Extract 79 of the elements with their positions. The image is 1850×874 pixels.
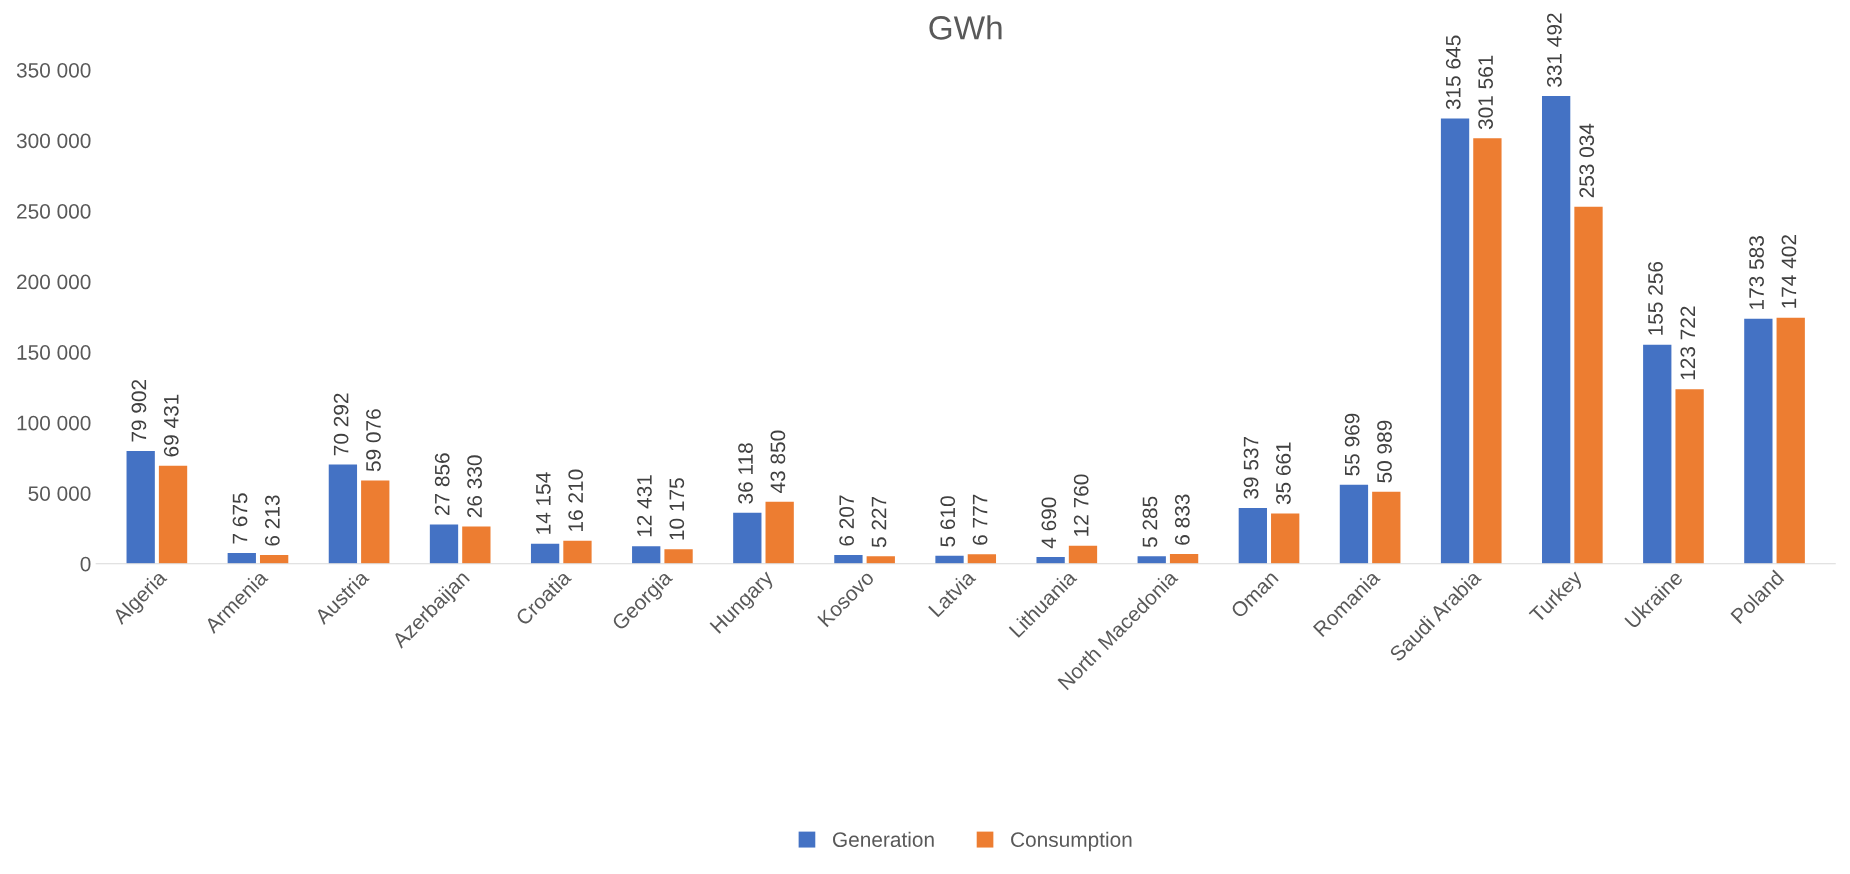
data-label: 253 034: [1579, 123, 1595, 198]
bar: [664, 549, 693, 564]
data-label: 6 213: [264, 495, 280, 546]
data-label: 14 154: [536, 472, 551, 534]
bar: [1776, 317, 1805, 564]
bar: [1574, 206, 1603, 564]
bar: [765, 501, 794, 564]
legend-label: Generation: [833, 831, 934, 848]
chart-title: GWh: [929, 15, 1002, 40]
data-label: 6 833: [1174, 494, 1190, 545]
bar: [1542, 96, 1571, 564]
data-label: 43 850: [770, 430, 786, 494]
data-label: 173 583: [1749, 236, 1764, 309]
bar: [935, 555, 964, 564]
data-label: 35 661: [1276, 442, 1291, 505]
data-label: 4 690: [1041, 497, 1057, 549]
data-label: 331 492: [1546, 13, 1562, 87]
data-label: 39 537: [1243, 436, 1259, 499]
bar: [1372, 491, 1401, 564]
bar: [1440, 118, 1470, 564]
bar: [632, 546, 661, 564]
y-tick-label: 100 000: [17, 415, 91, 431]
y-tick-label: 0: [80, 556, 91, 572]
data-label: 5 610: [940, 496, 956, 547]
data-label: 12 760: [1073, 474, 1089, 536]
data-label: 315 645: [1445, 35, 1461, 110]
data-label: 59 076: [366, 409, 381, 472]
data-label: 55 969: [1344, 413, 1360, 476]
bar: [328, 464, 358, 564]
bar: [1271, 513, 1300, 564]
bar: [1675, 389, 1704, 564]
bar: [1036, 557, 1065, 564]
bar: [866, 556, 895, 564]
data-label: 7 675: [232, 493, 248, 544]
data-label: 10 175: [669, 478, 685, 540]
y-tick-label: 150 000: [17, 345, 91, 360]
bar: [1238, 507, 1267, 564]
bar: [1169, 554, 1199, 564]
bar: [1068, 545, 1098, 564]
data-label: 6 207: [839, 495, 855, 546]
bar: [967, 554, 997, 564]
data-label: 5 227: [871, 496, 887, 548]
bar: [259, 554, 289, 564]
data-label: 26 330: [467, 455, 482, 518]
bar: [1473, 138, 1502, 564]
bar: [733, 512, 762, 564]
data-label: 301 561: [1478, 55, 1493, 130]
data-label: 79 902: [131, 379, 147, 442]
data-label: 6 777: [972, 494, 988, 545]
data-label: 16 210: [568, 469, 584, 531]
bar: [834, 554, 863, 564]
y-tick-label: 250 000: [17, 204, 91, 219]
bar: [361, 480, 390, 564]
data-label: 123 722: [1680, 306, 1696, 380]
y-tick-label: 300 000: [16, 133, 91, 149]
data-label: 174 402: [1781, 235, 1797, 308]
bar: [227, 552, 256, 564]
data-label: 36 118: [738, 443, 753, 504]
y-tick-label: 50 000: [28, 486, 91, 501]
y-tick-label: 200 000: [17, 274, 91, 290]
bar: [1137, 556, 1166, 564]
bar: [530, 543, 560, 564]
bar: [563, 540, 592, 564]
data-label: 155 256: [1648, 261, 1663, 335]
legend-label: Consumption: [1011, 831, 1132, 852]
y-tick-label: 350 000: [16, 62, 91, 78]
data-label: 69 431: [163, 394, 179, 457]
bar: [158, 465, 188, 564]
bar: [1643, 344, 1672, 564]
data-label: 50 989: [1377, 420, 1392, 483]
data-label: 70 292: [333, 393, 349, 456]
bar: [1339, 484, 1369, 564]
bar: [1744, 318, 1773, 564]
bar: [462, 526, 491, 564]
bar: [126, 451, 155, 564]
bar: [429, 524, 459, 564]
data-label: 27 856: [434, 453, 450, 516]
data-label: 5 285: [1142, 496, 1158, 548]
data-label: 12 431: [637, 475, 652, 537]
